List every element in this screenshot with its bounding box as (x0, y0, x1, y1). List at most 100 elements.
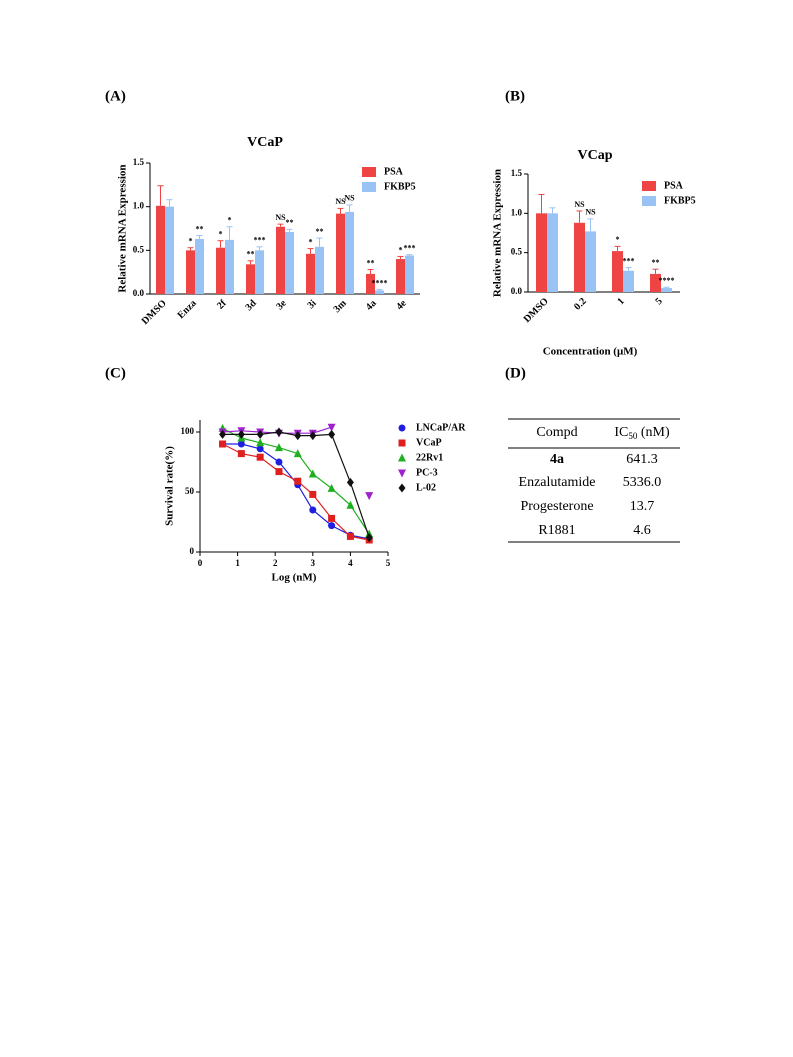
point (275, 458, 283, 466)
bar (315, 246, 324, 294)
bar (366, 273, 375, 294)
point (293, 449, 302, 458)
series-line (222, 443, 370, 540)
header: IC (614, 425, 628, 440)
bar (276, 226, 285, 294)
significance-label: * (228, 216, 232, 225)
y-tick-label: 100 (181, 426, 195, 436)
bar (623, 270, 634, 292)
series-line (222, 443, 370, 541)
x-tick-label: 4e (394, 298, 409, 313)
legend-label: PC-3 (416, 467, 438, 478)
bar (186, 250, 195, 294)
panel-label: (A) (105, 88, 126, 104)
panel-label: (B) (505, 88, 525, 104)
x-tick-label: 3i (305, 298, 318, 311)
significance-label: *** (254, 236, 266, 245)
point (294, 477, 302, 485)
legend-swatch (642, 196, 656, 206)
bar (345, 211, 354, 294)
point (237, 450, 245, 458)
significance-label: * (616, 235, 620, 244)
significance-label: * (399, 245, 403, 254)
x-tick-label: 5 (386, 558, 391, 568)
bar (195, 238, 204, 294)
y-tick-label: 0.5 (133, 244, 145, 254)
cell: 5336.0 (623, 475, 662, 490)
point (327, 483, 336, 492)
cell: R1881 (538, 523, 575, 538)
cell: 4.6 (633, 523, 651, 538)
cell: Enzalutamide (519, 475, 596, 490)
bar (306, 253, 315, 294)
x-tick-label: 5 (653, 296, 664, 307)
x-tick-label: 1 (235, 558, 240, 568)
significance-label: *** (404, 244, 416, 253)
point (219, 429, 227, 439)
panel-label: (C) (105, 365, 126, 381)
significance-label: ** (286, 218, 294, 227)
point (328, 429, 336, 439)
point (237, 429, 245, 439)
legend-label: FKBP5 (664, 195, 696, 206)
point (309, 490, 317, 498)
point (365, 492, 374, 501)
significance-label: NS (344, 194, 355, 203)
y-tick-label: 50 (185, 486, 195, 496)
x-axis-label: Concentration (μM) (543, 346, 638, 358)
legend-marker (398, 483, 406, 493)
legend-label: PSA (664, 180, 684, 191)
header: (nM) (637, 425, 670, 440)
bar (336, 213, 345, 294)
x-tick-label: 4 (348, 558, 353, 568)
point (275, 468, 283, 476)
significance-label: * (309, 237, 313, 246)
y-axis-label: Survival rate(%) (164, 446, 176, 526)
point (346, 477, 354, 487)
significance-label: NS (275, 213, 286, 222)
legend-label: FKBP5 (384, 181, 416, 192)
y-tick-label: 1.0 (511, 207, 523, 217)
significance-label: ** (247, 250, 255, 259)
x-tick-label: 3m (332, 298, 350, 316)
x-tick-label: 3d (243, 298, 259, 314)
legend-label: LNCaP/AR (416, 422, 466, 433)
bar (255, 250, 264, 294)
header: IC50 (nM) (614, 425, 670, 441)
legend-marker (398, 469, 406, 478)
bar (574, 222, 585, 292)
y-tick-label: 0 (190, 546, 195, 556)
legend-label: L-02 (416, 482, 436, 493)
point (275, 427, 283, 437)
point (328, 522, 336, 530)
x-tick-label: Enza (176, 298, 199, 321)
x-tick-label: 2f (215, 298, 229, 312)
chart-title: VCaP (247, 135, 283, 150)
y-axis-label: Relative mRNA Expression (117, 164, 129, 292)
cell: 641.3 (626, 452, 658, 467)
bar (396, 259, 405, 294)
significance-label: *** (623, 256, 635, 265)
point (237, 440, 245, 448)
header: 50 (628, 431, 638, 441)
significance-label: * (219, 230, 223, 239)
bar (661, 288, 672, 292)
bar (650, 273, 661, 292)
legend-label: 22Rv1 (416, 452, 443, 463)
header: Compd (536, 425, 577, 440)
x-tick-label: 4a (364, 298, 379, 313)
y-axis-label: Relative mRNA Expression (492, 169, 504, 297)
significance-label: ** (652, 258, 660, 267)
point (256, 429, 264, 439)
legend-label: VCaP (416, 437, 442, 448)
table: Compd IC50 (nM) (508, 418, 680, 543)
y-tick-label: 1.5 (511, 168, 523, 178)
legend-swatch (642, 181, 656, 191)
point (327, 423, 336, 432)
bar (405, 255, 414, 294)
bar (216, 247, 225, 294)
significance-label: **** (372, 278, 388, 287)
point (294, 431, 302, 441)
